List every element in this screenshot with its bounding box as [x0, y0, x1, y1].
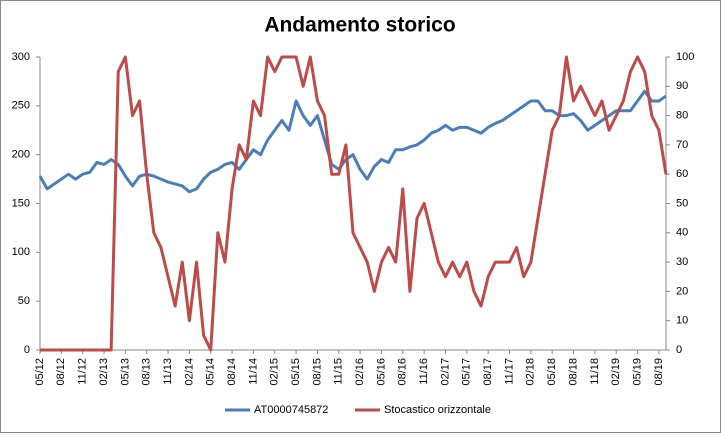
x-tick-label: 08/19 — [653, 358, 665, 386]
y-tick-label: 0 — [24, 344, 30, 356]
x-tick-label: 05/12 — [34, 358, 46, 386]
y2-tick-label: 20 — [676, 285, 688, 297]
y2-tick-label: 0 — [676, 344, 682, 356]
y2-tick-label: 80 — [676, 110, 688, 122]
y-tick-label: 50 — [18, 295, 30, 307]
y2-tick-label: 90 — [676, 80, 688, 92]
y2-tick-label: 70 — [676, 139, 688, 151]
x-tick-label: 08/18 — [567, 358, 579, 386]
x-tick-label: 11/15 — [333, 358, 345, 385]
x-tick-label: 05/19 — [631, 358, 643, 386]
x-tick-label: 05/13 — [119, 358, 131, 386]
x-tick-label: 08/15 — [311, 358, 323, 386]
y2-tick-label: 60 — [676, 168, 688, 180]
y-tick-label: 150 — [12, 197, 30, 209]
x-tick-label: 05/16 — [375, 358, 387, 386]
x-tick-label: 08/13 — [141, 358, 153, 386]
x-tick-label: 08/16 — [397, 358, 409, 386]
y-tick-label: 100 — [12, 246, 30, 258]
x-tick-label: 08/14 — [226, 358, 238, 386]
x-tick-label: 05/14 — [205, 358, 217, 386]
x-tick-label: 05/15 — [290, 358, 302, 386]
series-line — [38, 89, 667, 194]
y2-tick-label: 10 — [676, 315, 688, 327]
y2-tick-label: 50 — [676, 197, 688, 209]
x-tick-label: 11/12 — [77, 358, 89, 385]
x-tick-label: 02/17 — [439, 358, 451, 386]
x-tick-label: 08/17 — [482, 358, 494, 386]
y2-tick-label: 30 — [676, 256, 688, 268]
x-tick-label: 11/17 — [503, 358, 515, 385]
x-tick-label: 05/17 — [461, 358, 473, 386]
y-tick-label: 200 — [12, 149, 30, 161]
x-tick-label: 05/18 — [546, 358, 558, 386]
x-tick-label: 02/13 — [98, 358, 110, 386]
legend-label: AT0000745872 — [254, 404, 328, 416]
x-tick-label: 02/14 — [183, 358, 195, 386]
x-tick-label: 08/12 — [55, 358, 67, 386]
series-line — [40, 55, 668, 352]
legend-label: Stocastico orizzontale — [384, 404, 491, 416]
y-tick-label: 300 — [12, 51, 30, 63]
x-tick-label: 11/18 — [589, 358, 601, 385]
y2-tick-label: 40 — [676, 227, 688, 239]
x-tick-label: 02/15 — [269, 358, 281, 386]
x-tick-label: 11/13 — [162, 358, 174, 385]
x-tick-label: 02/19 — [610, 358, 622, 386]
x-tick-label: 11/16 — [418, 358, 430, 385]
x-tick-label: 02/18 — [525, 358, 537, 386]
chart-title: Andamento storico — [264, 14, 455, 37]
y-tick-label: 250 — [12, 100, 30, 112]
x-tick-label: 02/16 — [354, 358, 366, 386]
y2-tick-label: 100 — [676, 51, 694, 63]
x-tick-label: 11/14 — [247, 358, 259, 385]
